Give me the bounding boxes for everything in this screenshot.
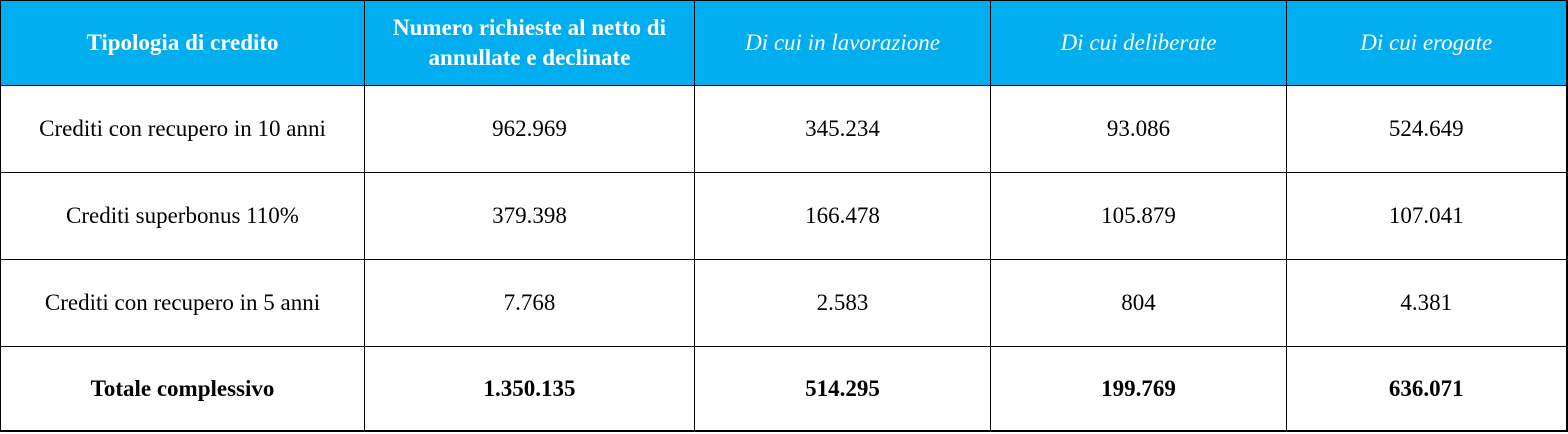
header-cell: Di cui erogate [1286,0,1567,86]
table-row: Totale complessivo 1.350.135 514.295 199.76… [0,346,1567,432]
value-cell: 4.381 [1286,259,1567,347]
value-cell: 105.879 [990,172,1287,260]
value-cell: 636.071 [1286,346,1567,432]
value-cell: 166.478 [694,172,991,260]
value-cell: 514.295 [694,346,991,432]
value-cell: 345.234 [694,85,991,173]
table-row: Crediti con recupero in 10 anni 962.969 34… [0,85,1567,173]
value-cell: 379.398 [364,172,695,260]
value-cell: 524.649 [1286,85,1567,173]
row-label: Crediti superbonus 110% [0,172,365,260]
header-cell: Di cui in lavorazione [694,0,991,86]
header-row: Tipologia di credito Numero richieste al… [0,0,1567,86]
value-cell: 804 [990,259,1287,347]
row-label: Crediti con recupero in 5 anni [0,259,365,347]
value-cell: 107.041 [1286,172,1567,260]
value-cell: 199.769 [990,346,1287,432]
value-cell: 93.086 [990,85,1287,173]
value-cell: 7.768 [364,259,695,347]
table-row: Crediti con recupero in 5 anni 7.768 2.583… [0,259,1567,347]
value-cell: 962.969 [364,85,695,173]
table-header: Tipologia di credito Numero richieste al… [0,0,1567,86]
value-cell: 2.583 [694,259,991,347]
header-cell: Numero richieste al netto di annullate e… [364,0,695,86]
row-label: Totale complessivo [0,346,365,432]
table-row: Crediti superbonus 110% 379.398 166.478 105… [0,172,1567,260]
value-cell: 1.350.135 [364,346,695,432]
header-cell: Tipologia di credito [0,0,365,86]
table-body: Crediti con recupero in 10 anni 962.969 34… [0,85,1567,432]
row-label: Crediti con recupero in 10 anni [0,85,365,173]
header-cell: Di cui deliberate [990,0,1287,86]
